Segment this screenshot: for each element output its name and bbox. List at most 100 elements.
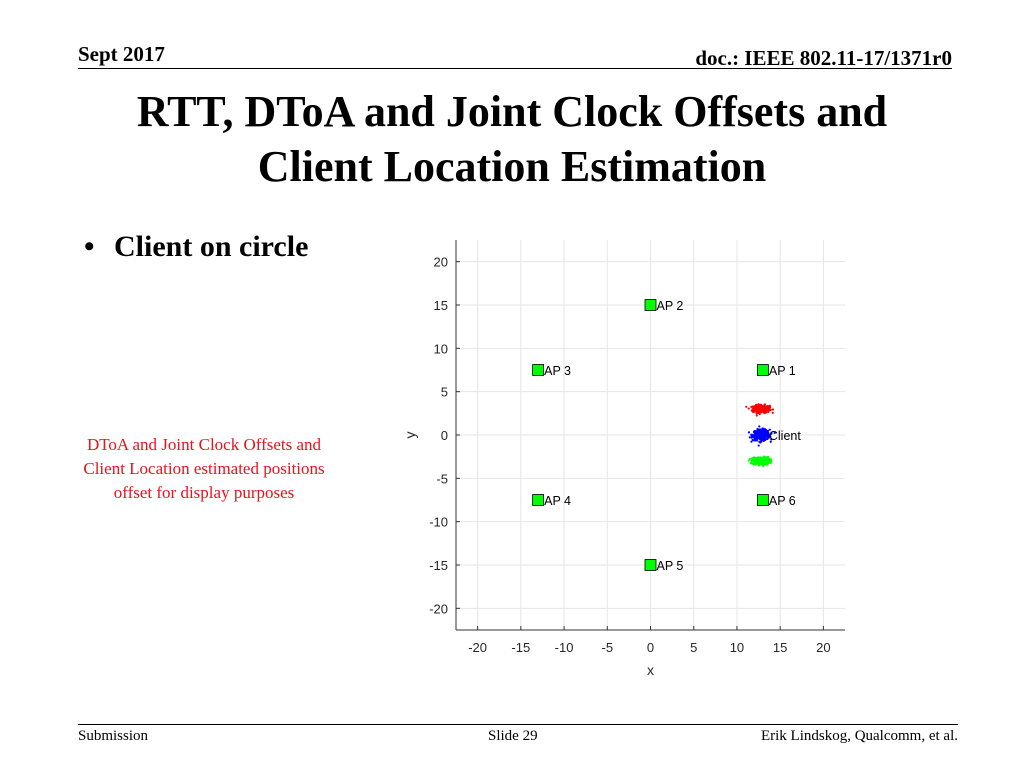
footer-author: Erik Lindskog, Qualcomm, et al.	[760, 728, 958, 744]
ap-label: AP 1	[769, 364, 796, 378]
estimate-point	[769, 461, 772, 464]
title-line-2: Client Location Estimation	[257, 142, 767, 191]
estimate-point	[769, 440, 772, 443]
estimate-point	[755, 412, 758, 415]
client-label: Client	[769, 429, 801, 443]
estimate-point	[767, 410, 770, 414]
estimate-point	[759, 433, 762, 436]
note-line-3: offset for display purposes	[113, 483, 295, 502]
x-tick-label: 5	[690, 640, 697, 655]
estimate-point	[769, 435, 772, 438]
y-tick-label: 20	[434, 255, 448, 270]
estimate-point	[762, 464, 765, 468]
estimate-point	[750, 440, 753, 443]
red-cluster	[745, 403, 775, 417]
estimate-point	[754, 437, 757, 440]
bullet-text: Client on circle	[114, 230, 309, 263]
x-tick-label: -5	[601, 640, 613, 655]
estimate-point	[765, 457, 768, 460]
note-line-1: DToA and Joint Clock Offsets and	[86, 435, 322, 454]
estimate-point	[753, 431, 756, 434]
estimate-point	[771, 411, 774, 414]
y-tick-label: 15	[434, 298, 448, 313]
ap-marker	[756, 494, 769, 506]
estimate-point	[761, 431, 764, 434]
estimate-point	[748, 436, 751, 439]
ap-label: AP 4	[544, 494, 571, 508]
x-tick-label: -10	[555, 640, 574, 655]
x-tick-label: 15	[773, 640, 787, 655]
title-line-1: RTT, DToA and Joint Clock Offsets and	[136, 87, 888, 136]
y-tick-label: 10	[434, 341, 448, 356]
estimate-point	[766, 434, 770, 437]
estimate-point	[759, 441, 762, 444]
estimate-point	[758, 425, 761, 428]
estimate-point	[751, 434, 754, 438]
ap-marker	[644, 299, 657, 311]
estimate-point	[751, 408, 754, 411]
header-date: Sept 2017	[78, 42, 165, 66]
y-tick-label: 0	[441, 428, 448, 443]
estimate-point	[764, 407, 767, 410]
estimate-point	[763, 403, 767, 406]
header-rule	[78, 68, 952, 69]
ap-label: AP 2	[657, 299, 684, 313]
estimate-point	[762, 458, 765, 462]
estimate-point	[751, 457, 754, 460]
estimate-point	[768, 428, 771, 431]
estimate-point	[752, 459, 755, 463]
estimate-point	[757, 444, 760, 447]
footer-submission: Submission	[78, 728, 149, 744]
ap-marker	[644, 559, 657, 571]
estimate-point	[773, 431, 776, 435]
header-doc-id: doc.: IEEE 802.11-17/1371r0	[695, 46, 952, 70]
estimate-point	[755, 460, 758, 463]
estimate-point	[753, 461, 756, 464]
estimate-point	[768, 404, 771, 407]
estimate-point	[763, 410, 766, 413]
x-tick-label: -15	[511, 640, 530, 655]
y-tick-label: -10	[429, 515, 448, 530]
estimate-point	[750, 462, 753, 465]
estimate-point	[750, 459, 753, 462]
ap-marker	[532, 494, 545, 506]
estimate-point	[758, 409, 761, 412]
estimate-point	[752, 405, 755, 408]
tick-labels: -20 -15 -10 -5 0 5 10 15 20 20 15 10 5 0 -5 -10 -15 -20	[429, 255, 830, 655]
slide-title: RTT, DToA and Joint Clock Offsets and Cl…	[60, 84, 964, 194]
y-axis-label: y	[402, 432, 418, 439]
estimate-point	[756, 431, 759, 434]
estimate-point	[767, 406, 770, 409]
x-tick-label: 10	[730, 640, 744, 655]
estimate-point	[767, 455, 770, 459]
estimate-point	[760, 461, 764, 464]
footer-slide-number: Slide 29	[488, 728, 538, 744]
estimate-point	[766, 431, 770, 434]
estimate-point	[769, 457, 772, 461]
estimate-point	[770, 438, 773, 441]
estimate-point	[755, 403, 758, 406]
estimate-point	[767, 457, 771, 460]
ap-label: AP 6	[769, 494, 796, 508]
estimate-point	[745, 405, 748, 408]
estimate-point	[767, 462, 770, 465]
y-tick-label: -5	[436, 471, 448, 486]
y-tick-label: -20	[429, 601, 448, 616]
estimate-point	[759, 437, 762, 440]
estimate-point	[767, 459, 770, 463]
estimate-point	[757, 436, 761, 439]
ap-marker	[532, 364, 545, 376]
ap-label: AP 5	[657, 559, 684, 573]
estimate-point	[747, 407, 750, 410]
estimate-point	[750, 405, 753, 409]
estimate-point	[765, 408, 768, 411]
ap-label: AP 3	[544, 364, 571, 378]
estimate-point	[753, 408, 756, 411]
estimate-point	[755, 414, 758, 417]
estimate-clusters	[745, 403, 776, 468]
scatter-plot: -20 -15 -10 -5 0 5 10 15 20 20 15 10 5 0 -5 -10 -15 -20 A…	[402, 240, 845, 678]
x-axis-label: x	[647, 662, 654, 678]
estimate-point	[761, 436, 764, 439]
estimate-point	[764, 461, 767, 465]
estimate-point	[758, 406, 762, 410]
